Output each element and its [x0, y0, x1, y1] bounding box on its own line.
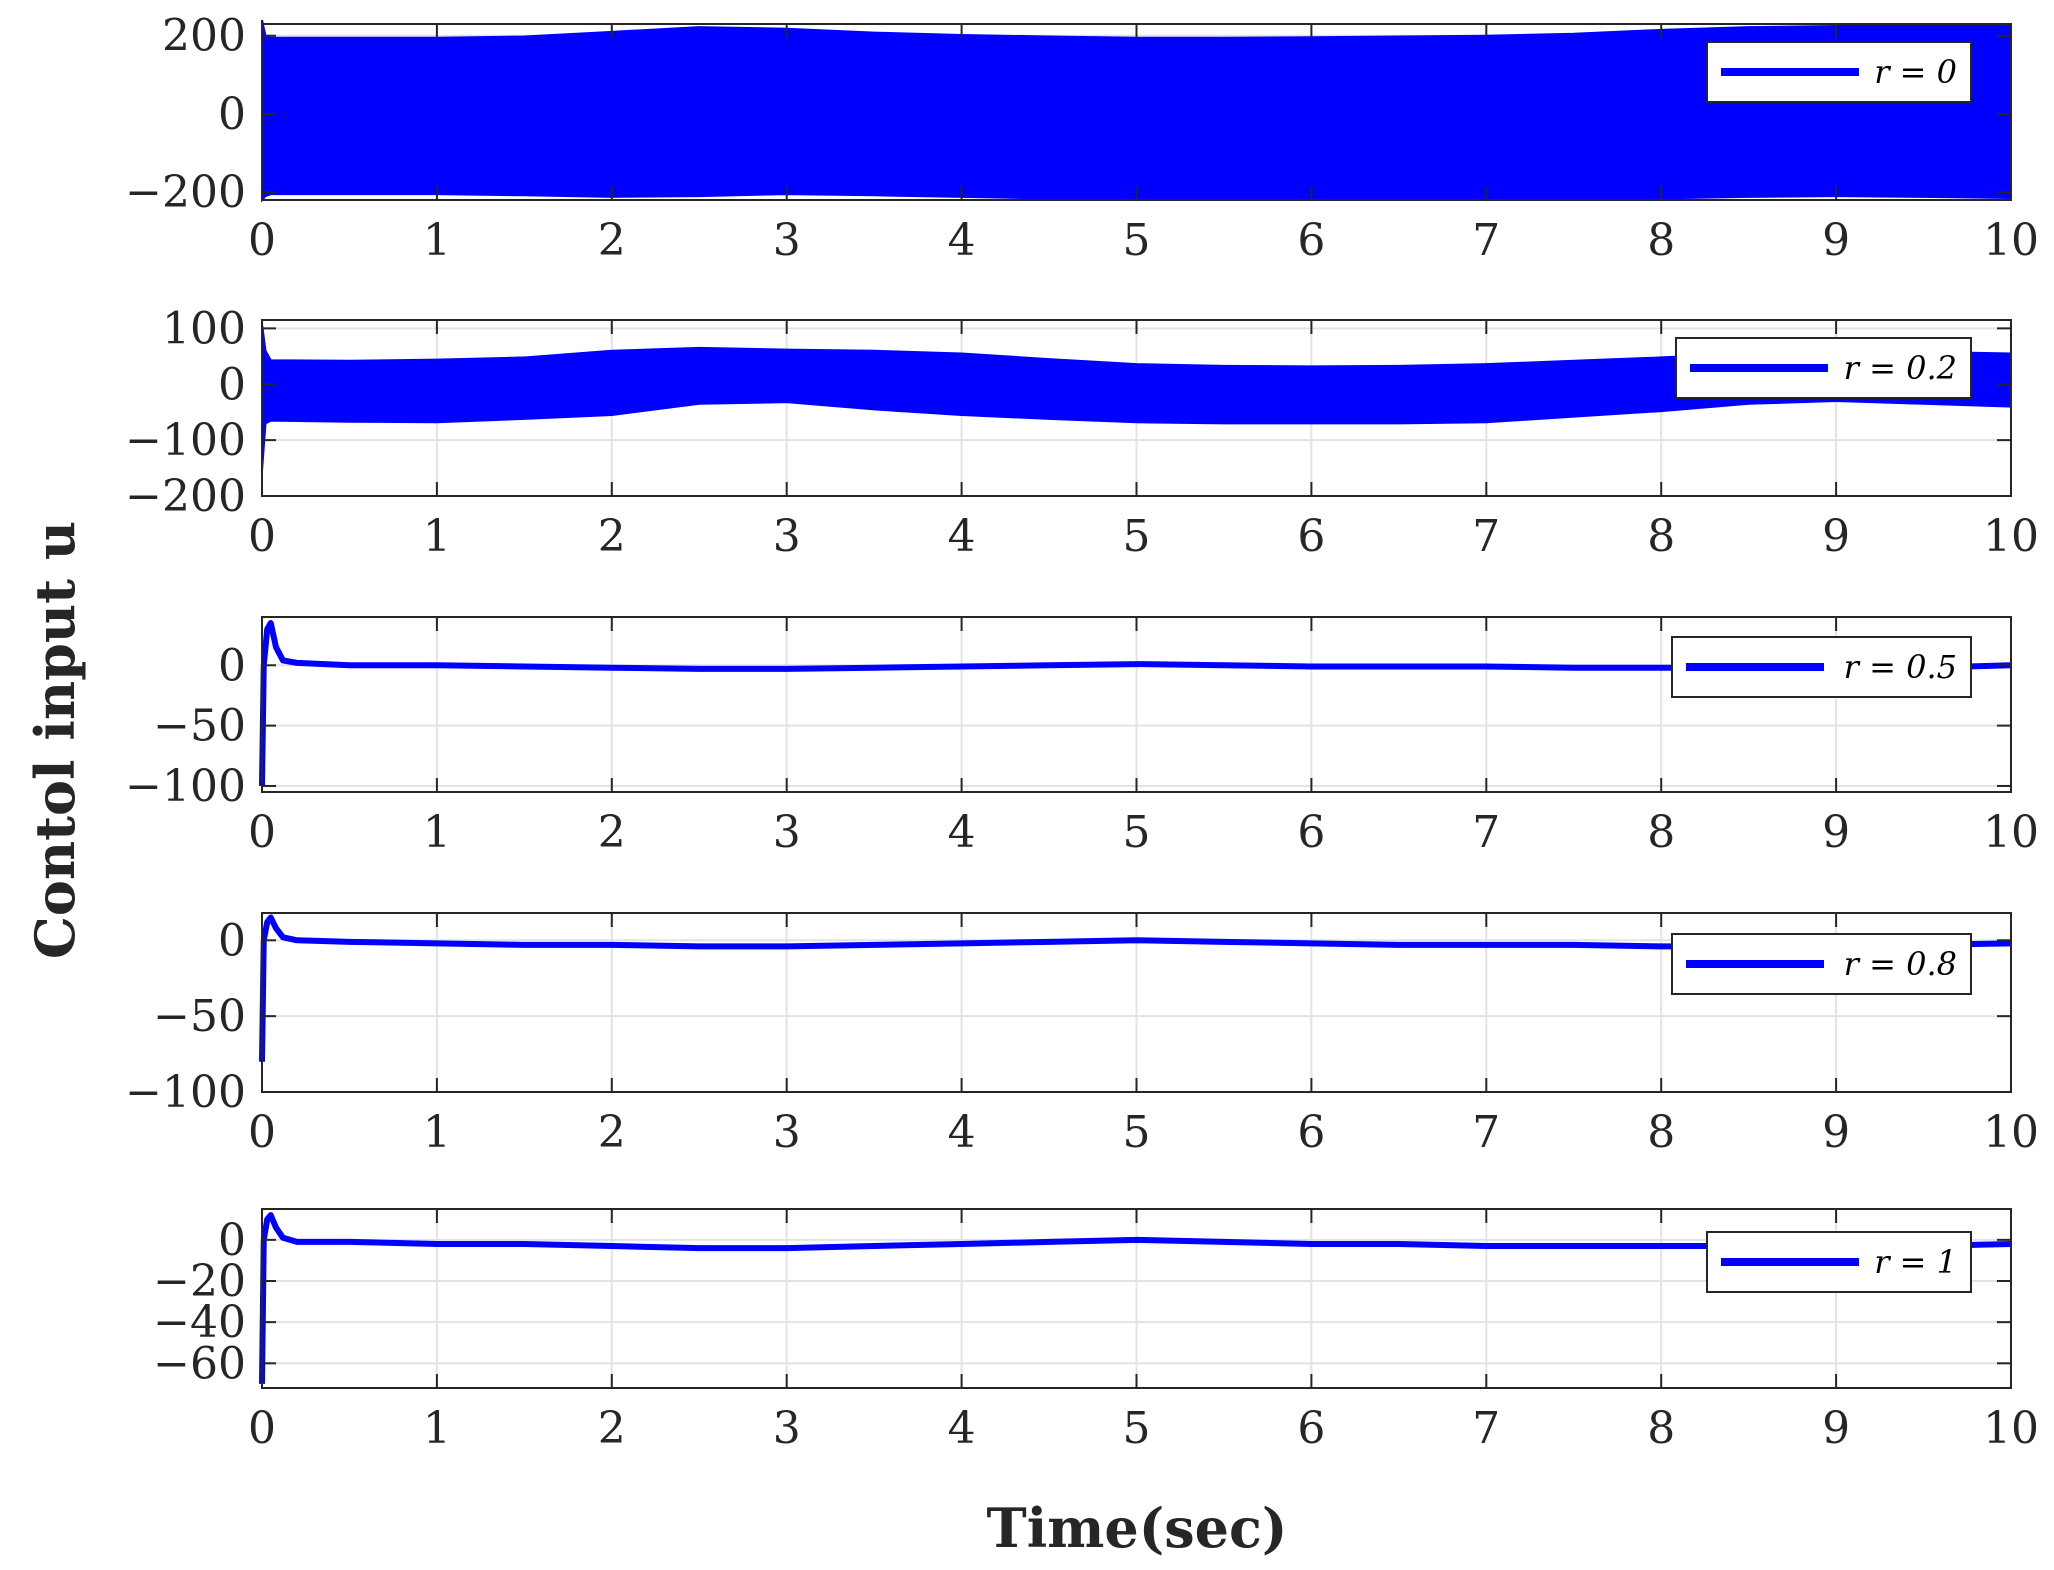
x-tick-label: 6: [1297, 807, 1325, 858]
x-tick-label: 10: [1983, 511, 2039, 562]
x-tick-label: 4: [948, 511, 976, 562]
x-tick-label: 9: [1822, 1107, 1850, 1158]
x-tick-label: 4: [948, 215, 976, 266]
x-tick-label: 5: [1123, 215, 1151, 266]
x-tick-label: 2: [598, 1107, 626, 1158]
x-tick-label: 5: [1123, 511, 1151, 562]
y-tick-label: −200: [125, 471, 246, 522]
x-tick-label: 10: [1983, 807, 2039, 858]
y-tick-label: −100: [125, 1067, 246, 1118]
legend-label: r = 0.2: [1844, 349, 1957, 387]
x-tick-label: 10: [1983, 1107, 2039, 1158]
y-tick-label: −50: [153, 991, 246, 1042]
x-tick-label: 6: [1297, 1403, 1325, 1454]
series-line: [259, 914, 2012, 1062]
series-line: [259, 620, 2012, 787]
x-tick-label: 6: [1297, 215, 1325, 266]
panel-3: 0 1 2 3 4 5 6 7 8 9 10 −100 −50 0 r = 0.5: [125, 616, 2039, 858]
x-tick-label: 9: [1822, 807, 1850, 858]
x-tick-label: 10: [1983, 215, 2039, 266]
x-tick-label: 1: [423, 215, 451, 266]
y-tick-label: −200: [125, 167, 246, 218]
y-tick-label: 200: [162, 11, 246, 62]
legend: r = 0: [1706, 41, 1972, 103]
x-tick-label: 2: [598, 511, 626, 562]
legend: r = 0.8: [1671, 933, 1972, 995]
x-tick-label: 6: [1297, 511, 1325, 562]
x-tick-label: 3: [773, 1107, 801, 1158]
panel-4: 0 1 2 3 4 5 6 7 8 9 10 −100 −50 0 r = 0.8: [125, 912, 2039, 1158]
y-tick-label: −60: [153, 1338, 246, 1389]
x-tick-label: 7: [1472, 1403, 1500, 1454]
y-tick-label: 0: [218, 89, 246, 140]
x-tick-label: 5: [1123, 1403, 1151, 1454]
x-tick-label: 3: [773, 1403, 801, 1454]
y-tick-label: 100: [162, 303, 246, 354]
x-tick-label: 0: [248, 807, 276, 858]
y-tick-label: −50: [153, 701, 246, 752]
x-tick-label: 8: [1647, 1403, 1675, 1454]
legend-label: r = 0: [1874, 53, 1957, 91]
x-tick-label: 1: [423, 1403, 451, 1454]
x-tick-label: 8: [1647, 511, 1675, 562]
x-tick-label: 7: [1472, 215, 1500, 266]
x-tick-label: 5: [1123, 1107, 1151, 1158]
x-tick-label: 4: [948, 807, 976, 858]
y-tick-label: −100: [125, 761, 246, 812]
x-tick-label: 8: [1647, 807, 1675, 858]
legend-label: r = 1: [1874, 1243, 1957, 1281]
y-axis-title: Contol input u: [23, 521, 87, 959]
x-tick-label: 9: [1822, 511, 1850, 562]
legend: r = 0.5: [1671, 636, 1972, 698]
x-tick-label: 1: [423, 511, 451, 562]
y-tick-label: −40: [153, 1297, 246, 1348]
x-tick-label: 0: [248, 1403, 276, 1454]
x-tick-label: 1: [423, 1107, 451, 1158]
y-tick-label: −20: [153, 1256, 246, 1307]
legend: r = 0.2: [1675, 337, 1972, 399]
series-line: [259, 1212, 2012, 1384]
panel-5: 0 1 2 3 4 5 6 7 8 9 10−60−40−200 r = 1: [153, 1208, 2039, 1454]
x-tick-label: 2: [598, 1403, 626, 1454]
x-tick-label: 3: [773, 215, 801, 266]
x-tick-label: 0: [248, 511, 276, 562]
x-tick-label: 1: [423, 807, 451, 858]
x-tick-label: 7: [1472, 807, 1500, 858]
x-tick-label: 6: [1297, 1107, 1325, 1158]
y-tick-label: 0: [218, 915, 246, 966]
x-tick-label: 7: [1472, 1107, 1500, 1158]
x-tick-label: 2: [598, 215, 626, 266]
x-tick-label: 4: [948, 1107, 976, 1158]
x-tick-label: 2: [598, 807, 626, 858]
x-tick-label: 8: [1647, 215, 1675, 266]
x-tick-label: 0: [248, 1107, 276, 1158]
x-tick-label: 4: [948, 1403, 976, 1454]
legend: r = 1: [1706, 1231, 1972, 1293]
y-tick-label: 0: [218, 640, 246, 691]
x-tick-label: 9: [1822, 1403, 1850, 1454]
x-axis-title: Time(sec): [987, 1496, 1288, 1560]
x-tick-label: 3: [773, 807, 801, 858]
x-tick-label: 8: [1647, 1107, 1675, 1158]
x-tick-label: 3: [773, 511, 801, 562]
x-tick-label: 10: [1983, 1403, 2039, 1454]
x-tick-label: 5: [1123, 807, 1151, 858]
x-tick-label: 9: [1822, 215, 1850, 266]
legend-label: r = 0.8: [1844, 945, 1957, 983]
legend-label: r = 0.5: [1844, 648, 1957, 686]
y-tick-label: −100: [125, 415, 246, 466]
y-tick-label: 0: [218, 1215, 246, 1266]
y-tick-label: 0: [218, 359, 246, 410]
x-tick-label: 0: [248, 215, 276, 266]
x-tick-label: 7: [1472, 511, 1500, 562]
